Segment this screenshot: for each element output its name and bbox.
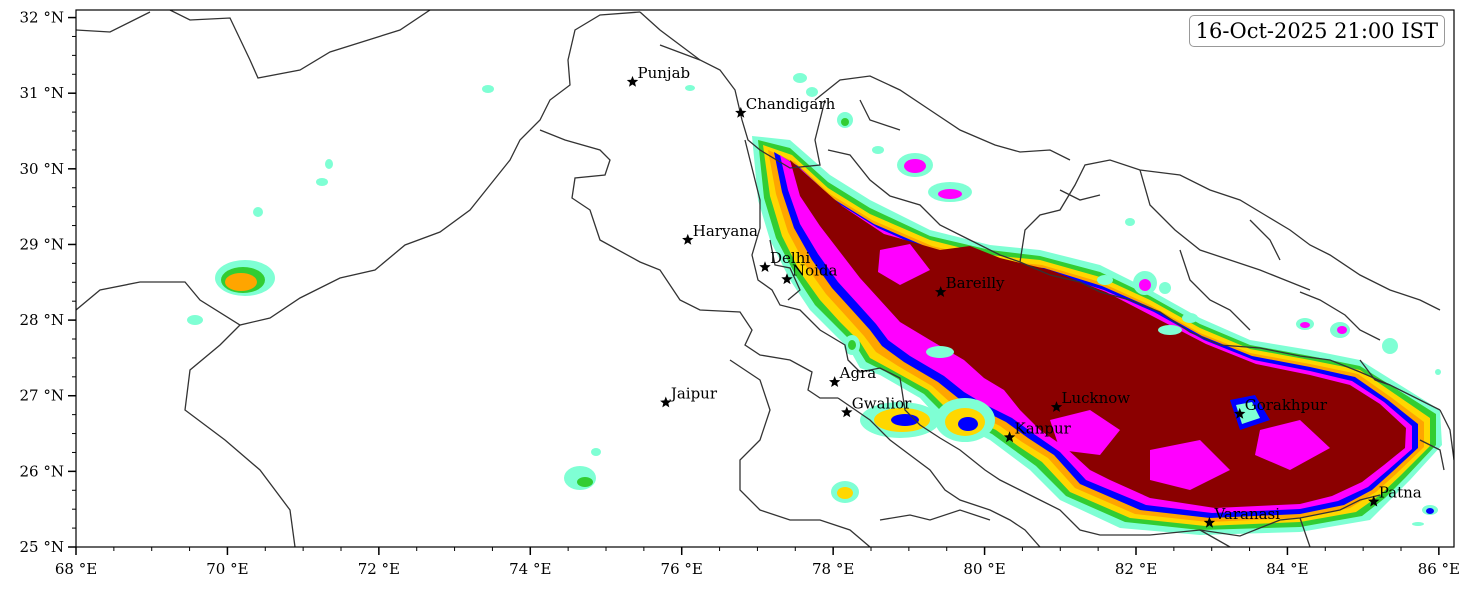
precip-patch xyxy=(1255,420,1330,470)
city-marker-icon xyxy=(626,75,639,87)
timestamp-label: 16-Oct-2025 21:00 IST xyxy=(1188,15,1445,47)
y-tick-label: 26 °N xyxy=(20,462,64,480)
x-tick-label: 84 °E xyxy=(1266,560,1308,578)
precip-patch xyxy=(878,244,930,285)
y-tick-label: 30 °N xyxy=(20,160,64,178)
city-label: Kanpur xyxy=(1015,419,1072,437)
city-marker-icon xyxy=(1368,495,1380,507)
y-tick-label: 29 °N xyxy=(20,235,64,253)
city-label: Haryana xyxy=(693,222,758,240)
city-marker-icon xyxy=(1050,401,1063,412)
city-label: Punjab xyxy=(638,64,691,82)
city-label: Jaipur xyxy=(669,385,718,403)
x-tick-label: 74 °E xyxy=(509,560,551,578)
y-tick-label: 32 °N xyxy=(20,9,64,27)
city-marker-icon xyxy=(759,261,771,272)
precip-patch xyxy=(1150,440,1230,490)
city-label: Gorakhpur xyxy=(1245,396,1328,414)
x-tick-label: 86 °E xyxy=(1418,560,1460,578)
city-label: Chandigarh xyxy=(746,95,836,113)
plot-frame xyxy=(75,9,1455,548)
city-label: Gwalior xyxy=(852,394,912,412)
x-tick-label: 68 °E xyxy=(55,560,97,578)
city-label: Bareilly xyxy=(946,274,1005,292)
precip-field xyxy=(187,73,1442,535)
y-tick-label: 27 °N xyxy=(20,387,64,405)
y-tick-label: 31 °N xyxy=(20,84,64,102)
map-layers xyxy=(76,10,1454,547)
y-axis: 25 °N 26 °N 27 °N 28 °N 29 °N 30 °N 31 °N 32 °N xyxy=(20,9,76,556)
scattered-cells xyxy=(187,73,1441,526)
city-marker-icon xyxy=(1234,407,1246,419)
x-tick-label: 80 °E xyxy=(963,560,1005,578)
city-marker-icon xyxy=(735,106,747,118)
x-tick-label: 70 °E xyxy=(206,560,248,578)
city-marker-icon xyxy=(781,273,793,285)
y-tick-label: 28 °N xyxy=(20,311,64,329)
x-tick-label: 78 °E xyxy=(812,560,854,578)
city-label: Patna xyxy=(1379,484,1422,502)
y-tick-label: 25 °N xyxy=(20,538,64,556)
city-label: Delhi xyxy=(770,249,810,267)
city-marker-icon xyxy=(1003,431,1016,443)
city-marker-icon xyxy=(1203,516,1216,528)
city-label: Noida xyxy=(792,261,838,279)
x-tick-label: 76 °E xyxy=(661,560,703,578)
city-marker-icon xyxy=(935,286,947,297)
x-tick-label: 72 °E xyxy=(358,560,400,578)
city-marker-icon xyxy=(829,376,841,387)
x-tick-label: 82 °E xyxy=(1115,560,1157,578)
city-label: Lucknow xyxy=(1062,389,1131,407)
city-label: Varanasi xyxy=(1213,505,1280,523)
city-marker-icon xyxy=(660,396,672,408)
precip-patch xyxy=(1236,402,1260,424)
city-label: Agra xyxy=(839,364,877,382)
x-axis: 68 °E 70 °E 72 °E 74 °E 76 °E 78 °E 80 °E 82 °E… xyxy=(55,547,1460,578)
state-borders xyxy=(76,10,1454,547)
precip-patch xyxy=(1050,410,1120,455)
city-marker-icon xyxy=(841,406,853,418)
city-marker-icon xyxy=(682,233,694,245)
